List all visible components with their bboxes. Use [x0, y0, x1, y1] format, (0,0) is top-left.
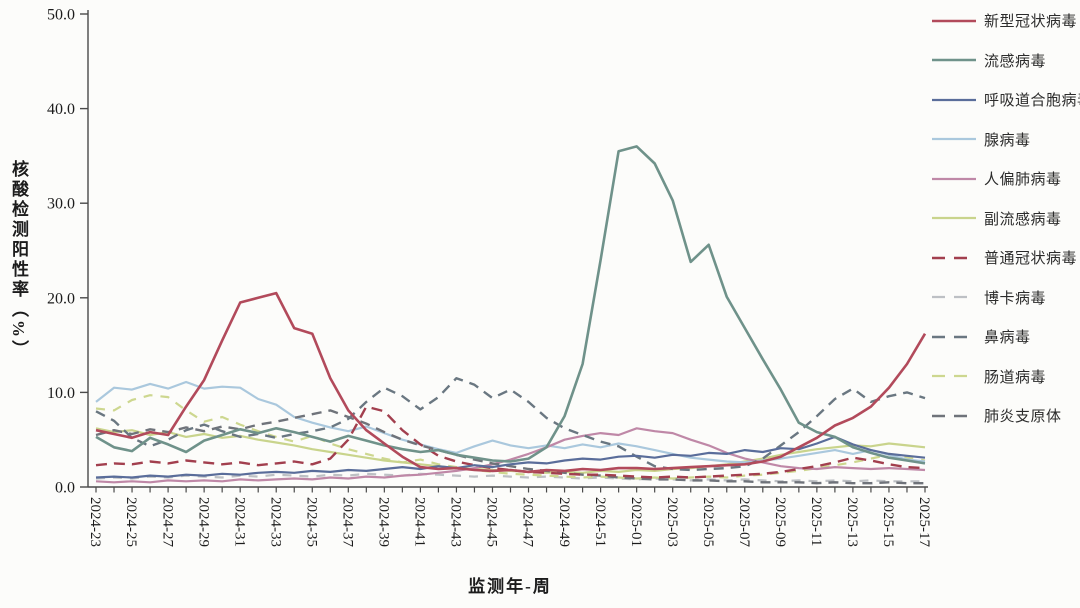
series-line-respiratory-syncytial-virus [95, 435, 926, 479]
x-tick-label: 2024-35 [303, 497, 319, 547]
legend-item-parainfluenza-virus: 副流感病毒 [931, 199, 1080, 239]
legend-swatch-seasonal-coronavirus [932, 256, 976, 259]
legend-swatch-novel-coronavirus [932, 19, 976, 23]
x-tick-label: 2024-25 [123, 497, 139, 547]
legend-swatch-respiratory-syncytial-virus [932, 98, 976, 101]
x-tick-label: 2025-09 [772, 497, 788, 547]
series-line-mycoplasma-pneumoniae [95, 409, 925, 485]
x-tick-label: 2024-39 [376, 497, 392, 547]
legend-label: 呼吸道合胞病毒 [984, 93, 1080, 110]
legend-swatch-influenza-virus [932, 58, 976, 62]
x-tick-label: 2025-15 [880, 497, 896, 547]
legend-label: 肺炎支原体 [984, 409, 1062, 426]
legend-label: 新型冠状病毒 [984, 14, 1078, 31]
x-tick-label: 2025-11 [808, 497, 824, 546]
series-line-rhinovirus [95, 377, 926, 472]
series-line-bocavirus [95, 472, 925, 483]
x-tick-label: 2024-27 [159, 497, 175, 547]
legend-swatch-enterovirus [932, 375, 976, 378]
legend-item-adenovirus: 腺病毒 [931, 120, 1080, 160]
legend-item-human-metapneumovirus: 人偏肺病毒 [931, 159, 1080, 199]
legend-swatch-human-metapneumovirus [932, 177, 976, 180]
y-tick-label: 40.0 [47, 101, 75, 118]
x-tick-label: 2024-37 [340, 497, 356, 547]
y-tick-label: 10.0 [47, 385, 75, 402]
legend-item-seasonal-coronavirus: 普通冠状病毒 [931, 238, 1080, 278]
legend-swatch-adenovirus [932, 138, 976, 141]
legend-swatch-parainfluenza-virus [932, 217, 976, 220]
legend-label: 人偏肺病毒 [984, 172, 1062, 189]
x-tick-label: 2025-01 [628, 497, 644, 547]
x-tick-label: 2024-41 [412, 497, 428, 547]
x-tick-label: 2025-13 [844, 497, 860, 547]
x-tick-label: 2024-45 [484, 497, 500, 547]
legend-item-novel-coronavirus: 新型冠状病毒 [931, 1, 1080, 41]
legend-label: 肠道病毒 [984, 369, 1047, 386]
legend-item-bocavirus: 博卡病毒 [931, 278, 1080, 318]
legend-item-enterovirus: 肠道病毒 [931, 357, 1080, 397]
legend: 新型冠状病毒流感病毒呼吸道合胞病毒腺病毒人偏肺病毒副流感病毒普通冠状病毒博卡病毒… [931, 1, 1080, 436]
x-tick-label: 2024-23 [87, 497, 103, 547]
x-tick-label: 2024-43 [448, 497, 464, 547]
legend-label: 腺病毒 [984, 132, 1031, 149]
legend-label: 博卡病毒 [984, 290, 1047, 307]
x-tick-label: 2025-17 [916, 497, 932, 547]
series-line-influenza-virus [95, 145, 926, 465]
legend-item-mycoplasma-pneumoniae: 肺炎支原体 [931, 396, 1080, 436]
legend-swatch-bocavirus [932, 296, 976, 299]
x-tick-label: 2024-47 [520, 497, 536, 547]
y-tick-label: 30.0 [47, 196, 75, 213]
legend-item-influenza-virus: 流感病毒 [931, 41, 1080, 81]
x-tick-label: 2025-07 [736, 497, 752, 547]
x-tick-label: 2024-31 [231, 497, 247, 547]
x-tick-label: 2024-49 [556, 497, 572, 547]
x-tick-label: 2024-29 [195, 497, 211, 547]
legend-item-respiratory-syncytial-virus: 呼吸道合胞病毒 [931, 80, 1080, 120]
series-line-adenovirus [95, 380, 926, 464]
y-axis-title: 核酸检测阳性率（%） [9, 160, 28, 360]
x-tick-label: 2025-05 [700, 497, 716, 547]
legend-label: 普通冠状病毒 [984, 251, 1078, 268]
y-tick-label: 20.0 [47, 290, 75, 307]
series-line-human-metapneumovirus [95, 427, 926, 484]
y-tick-label: 50.0 [47, 7, 75, 24]
legend-label: 副流感病毒 [984, 211, 1062, 228]
legend-item-rhinovirus: 鼻病毒 [931, 317, 1080, 357]
legend-swatch-mycoplasma-pneumoniae [932, 414, 976, 417]
x-tick-label: 2024-33 [267, 497, 283, 547]
series-line-seasonal-coronavirus [95, 405, 926, 479]
legend-label: 鼻病毒 [984, 330, 1031, 347]
x-axis-title: 监测年-周 [468, 577, 552, 596]
x-tick-label: 2025-03 [664, 497, 680, 547]
legend-label: 流感病毒 [984, 53, 1047, 70]
y-tick-label: 0.0 [55, 480, 75, 497]
series-line-novel-coronavirus [95, 291, 927, 474]
x-tick-label: 2024-51 [592, 497, 608, 547]
legend-swatch-rhinovirus [932, 335, 976, 338]
